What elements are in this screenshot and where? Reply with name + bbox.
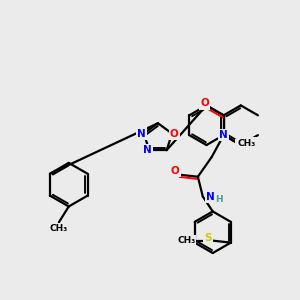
Text: N: N <box>137 128 146 139</box>
Text: N: N <box>236 140 245 150</box>
Text: N: N <box>143 145 152 155</box>
Text: O: O <box>200 98 209 108</box>
Text: O: O <box>171 166 179 176</box>
Text: CH₃: CH₃ <box>177 236 195 245</box>
Text: N: N <box>219 130 228 140</box>
Text: CH₃: CH₃ <box>237 139 256 148</box>
Text: H: H <box>215 195 223 204</box>
Text: N: N <box>206 192 215 202</box>
Text: CH₃: CH₃ <box>50 224 68 233</box>
Text: O: O <box>170 128 178 139</box>
Text: S: S <box>204 233 212 243</box>
